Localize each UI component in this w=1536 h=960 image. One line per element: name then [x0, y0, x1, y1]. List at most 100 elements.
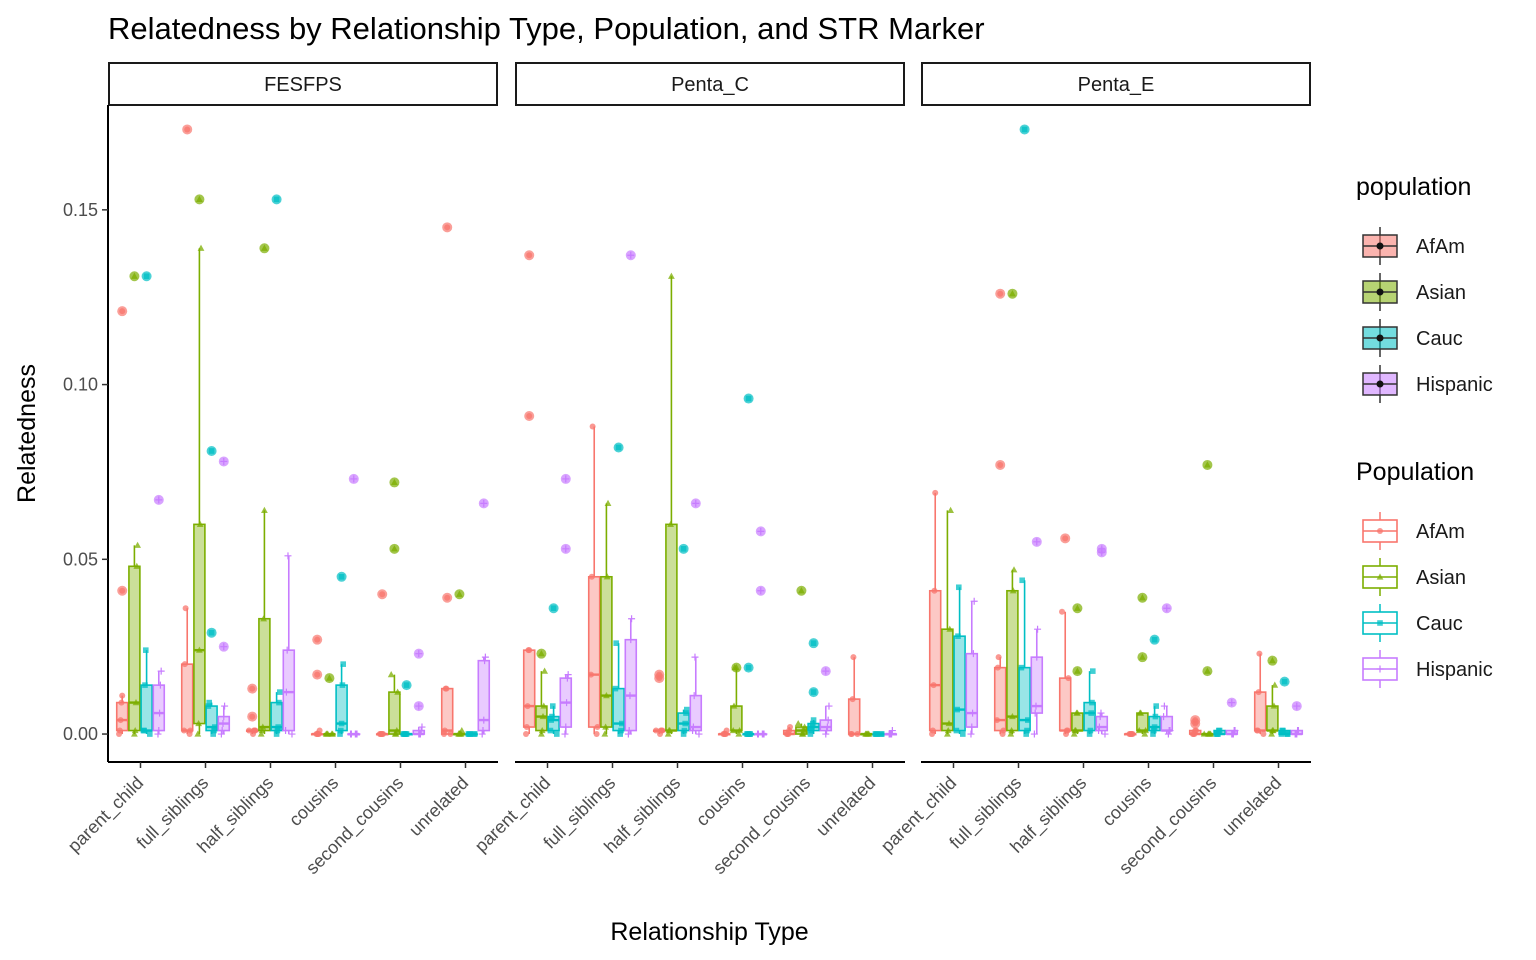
data-point: [1135, 726, 1143, 734]
box-cauc: [1278, 676, 1291, 737]
data-point: [1031, 709, 1039, 717]
data-point: [1216, 727, 1223, 734]
data-point: [681, 727, 688, 734]
data-point: [593, 731, 600, 738]
box-cauc: [1213, 727, 1226, 737]
data-point: [929, 727, 936, 734]
data-point: [523, 724, 530, 731]
data-point: [612, 685, 619, 692]
data-point: [481, 657, 489, 665]
data-point: [994, 664, 1001, 671]
outlier-point-mark: [656, 671, 663, 678]
outlier-point-mark: [526, 252, 533, 259]
data-point: [196, 646, 203, 653]
data-point: [156, 709, 164, 717]
legend-title: Population: [1356, 458, 1474, 486]
data-point: [969, 709, 977, 717]
data-point: [539, 712, 547, 720]
data-point: [1034, 625, 1042, 633]
data-point: [604, 499, 612, 506]
outlier-point-mark: [220, 643, 228, 651]
data-point: [1018, 664, 1025, 671]
box-hispanic: [1030, 536, 1044, 738]
data-point: [947, 506, 955, 513]
data-point: [283, 646, 291, 654]
data-point: [653, 727, 660, 734]
data-point: [181, 727, 188, 734]
box-iqr: [180, 663, 194, 732]
data-point: [668, 272, 675, 279]
box-iqr: [587, 575, 601, 728]
box-cauc: [1148, 634, 1161, 737]
data-point: [141, 727, 147, 734]
data-point: [117, 717, 124, 724]
data-point: [403, 731, 410, 737]
data-point: [1153, 703, 1159, 709]
box-afam: [847, 654, 861, 738]
facet-strip: [108, 62, 498, 106]
outlier-point-mark: [1139, 594, 1146, 601]
data-point: [1074, 709, 1081, 716]
outlier-point-mark: [757, 587, 765, 595]
data-point: [801, 723, 809, 730]
box-asian: [941, 506, 955, 737]
data-point: [1280, 727, 1286, 734]
data-point: [1256, 650, 1263, 657]
outlier-point-mark: [1192, 717, 1199, 724]
x-tick-label: cousins: [1098, 773, 1155, 830]
box-afam: [993, 288, 1007, 738]
outlier-point-mark: [155, 496, 163, 504]
data-point: [547, 727, 554, 734]
outlier-point-mark: [810, 689, 817, 695]
data-point: [1096, 713, 1104, 721]
data-point: [275, 724, 281, 730]
outlier-point-mark: [143, 273, 150, 280]
data-point: [418, 723, 426, 731]
data-point: [754, 730, 762, 738]
outlier-point-mark: [627, 251, 635, 259]
outlier-point-mark: [1281, 678, 1288, 685]
data-point: [564, 671, 572, 679]
data-point: [730, 702, 738, 709]
data-point: [930, 682, 937, 689]
box-cauc: [465, 731, 478, 737]
box-hispanic: [754, 526, 768, 738]
outlier-point-mark: [1062, 535, 1069, 542]
box-iqr: [665, 523, 678, 732]
outlier-point-mark: [184, 126, 191, 133]
data-point: [794, 719, 802, 727]
outlier-point-mark: [1139, 653, 1146, 660]
outlier-point-mark: [249, 685, 256, 692]
data-point: [1030, 730, 1038, 738]
data-point: [626, 692, 634, 700]
box-hispanic: [1225, 697, 1239, 738]
data-point: [690, 692, 698, 700]
outlier-point-mark: [131, 272, 138, 279]
data-point: [246, 727, 253, 734]
data-point: [118, 699, 125, 706]
outlier-point-mark: [415, 650, 423, 658]
data-point: [994, 717, 1001, 724]
outlier-point-mark: [562, 545, 570, 553]
outlier-point-mark: [261, 244, 268, 251]
data-point: [888, 727, 896, 735]
data-point: [316, 727, 323, 734]
data-point: [340, 661, 346, 667]
legend-label: Hispanic: [1416, 374, 1493, 396]
legend-line: Population AfAm Asian Cauc Hispanic: [1356, 458, 1493, 688]
box-hispanic: [624, 250, 638, 738]
data-point: [562, 723, 570, 731]
data-point: [549, 703, 556, 709]
data-point: [1023, 731, 1029, 737]
data-point: [799, 730, 807, 737]
data-point: [824, 716, 832, 724]
data-point: [970, 597, 978, 605]
data-point: [810, 717, 817, 723]
data-point: [617, 731, 623, 737]
outlier-point-mark: [249, 713, 256, 720]
data-point: [211, 727, 217, 734]
data-point: [329, 730, 337, 737]
box-afam: [180, 124, 194, 738]
x-tick-label: unrelated: [405, 773, 472, 840]
legend-key-point: [1376, 380, 1384, 388]
